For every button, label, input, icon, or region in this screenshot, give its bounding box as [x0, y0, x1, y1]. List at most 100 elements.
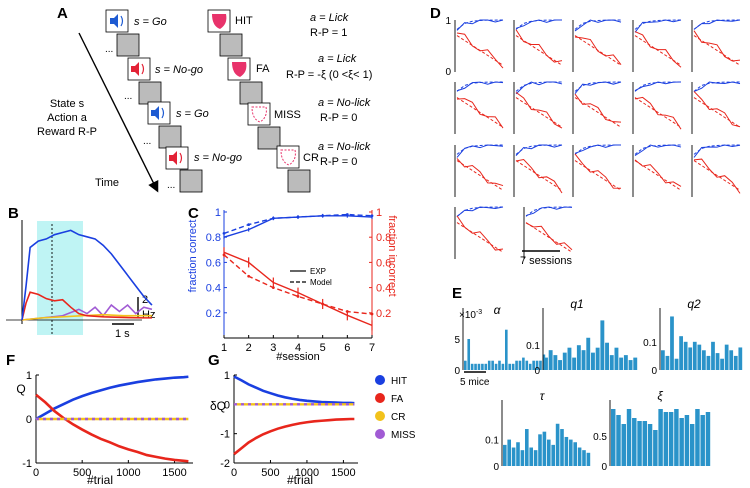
c-data-point — [321, 214, 325, 218]
e-bar — [724, 344, 729, 370]
d-exp-correct-line — [515, 144, 563, 157]
f-y-tick-label: 0 — [26, 414, 32, 426]
e-bar — [689, 424, 695, 466]
e-bar — [663, 412, 669, 466]
e-bar — [720, 358, 724, 370]
e-bar — [700, 415, 705, 466]
e-bar — [679, 418, 684, 466]
e-bar — [532, 360, 535, 370]
e-bar — [738, 347, 743, 370]
g-x-tick-label: 0 — [231, 467, 237, 479]
e-bar — [558, 360, 562, 370]
legend-action: Action a — [47, 112, 88, 124]
d-exp-correct-line — [525, 206, 573, 217]
rate-scale-value: 2 — [142, 294, 148, 306]
e-bar — [729, 350, 734, 370]
action-2: a = Lick — [318, 53, 357, 65]
c-series-line — [223, 254, 373, 315]
state-label-1: s = Go — [134, 16, 167, 28]
d-model-incorrect-line — [574, 160, 622, 191]
b-trace-line — [21, 313, 152, 321]
state-label-3: s = Go — [176, 108, 209, 120]
legend-fa-dot — [375, 393, 385, 403]
c-data-point — [222, 232, 226, 235]
e-bar — [507, 439, 511, 466]
outcome-miss: MISS — [274, 109, 301, 121]
d-exp-incorrect-line — [574, 36, 622, 65]
d-exp-correct-line — [456, 19, 504, 31]
c-right-tick-label: 1 — [376, 207, 382, 219]
outcome-box-cr — [276, 145, 300, 169]
action-3: a = No-lick — [318, 97, 371, 109]
e-bar — [508, 363, 512, 370]
e-param-name: ξ — [657, 389, 663, 403]
d-exp-incorrect-line — [456, 32, 504, 69]
e-bar — [511, 363, 515, 370]
c-x-tick-label: 2 — [246, 342, 252, 354]
e-bar — [600, 320, 605, 370]
g-y-tick-label: -1 — [220, 429, 230, 441]
d-model-incorrect-line — [515, 97, 563, 128]
e-bar — [692, 341, 697, 370]
panel-a-schematic: Time State s Action a Reward R-P s = Go … — [37, 9, 372, 193]
g-x-tick-label: 500 — [261, 467, 279, 479]
c-x-tick-label: 5 — [320, 342, 326, 354]
e-bar — [542, 354, 546, 370]
e-bar — [614, 347, 619, 370]
e-bar — [518, 360, 522, 370]
e-bar — [564, 436, 569, 466]
g-series-line — [233, 417, 355, 456]
e-bar — [484, 363, 488, 370]
sessions-label: 7 sessions — [520, 255, 572, 267]
panel-d-individual-mice: 1 0 7 sessions — [445, 16, 741, 267]
d-model-incorrect-line — [456, 160, 504, 191]
e-bar — [628, 360, 633, 370]
c-x-tick-label: 3 — [270, 342, 276, 354]
c-left-tick-label: 0.6 — [206, 257, 221, 269]
d-exp-correct-line — [574, 19, 622, 32]
e-ytick-label: 0 — [493, 462, 499, 473]
legend-miss-dot — [375, 429, 385, 439]
e-bar — [515, 360, 518, 370]
c-xlabel: #session — [276, 351, 319, 363]
e-bar — [626, 409, 632, 466]
e-bar — [674, 358, 679, 370]
c-data-point — [247, 274, 251, 278]
d-model-incorrect-line — [574, 97, 622, 128]
e-bar — [621, 424, 626, 466]
speaker-icon — [131, 62, 145, 76]
c-right-tick-label: 0.8 — [376, 232, 391, 244]
e-bar — [576, 345, 581, 370]
c-left-tick-label: 0.8 — [206, 232, 221, 244]
delay-box — [158, 125, 182, 149]
legend-hit: HIT — [391, 376, 407, 387]
panel-label-f: F — [6, 352, 15, 369]
e-bar — [547, 439, 551, 466]
e-bar — [683, 341, 688, 370]
e-bar — [591, 352, 595, 370]
fg-legend: HIT FA CR MISS — [375, 375, 416, 441]
e-bar — [595, 347, 600, 370]
e-bar — [581, 350, 586, 370]
e-bar — [647, 424, 653, 466]
d-exp-correct-line — [456, 144, 504, 158]
c-left-ylabel: fraction correct — [187, 220, 199, 293]
c-data-point — [296, 295, 300, 298]
e-bar — [553, 355, 558, 370]
e-ytick-label: 0 — [651, 366, 657, 377]
e-bar — [733, 355, 738, 370]
e-bar — [715, 353, 720, 370]
legend-state: State s — [50, 98, 85, 110]
e-bar — [464, 360, 467, 370]
legend-hit-dot — [375, 375, 385, 385]
d-exp-incorrect-line — [634, 96, 682, 130]
mice-label: 5 mice — [460, 377, 490, 388]
d-ytick-0: 0 — [445, 67, 451, 78]
d-exp-incorrect-line — [456, 215, 504, 251]
panel-label-b: B — [8, 205, 19, 222]
action-4: a = No-lick — [318, 141, 371, 153]
panel-e-parameters: ×10-3 5 mice 5 0 α 0.1 0 q1 0.1 0 q2 0.1 0 τ 0.5 0 ξ — [454, 297, 743, 473]
e-bar — [533, 450, 538, 466]
c-data-point — [271, 216, 275, 220]
